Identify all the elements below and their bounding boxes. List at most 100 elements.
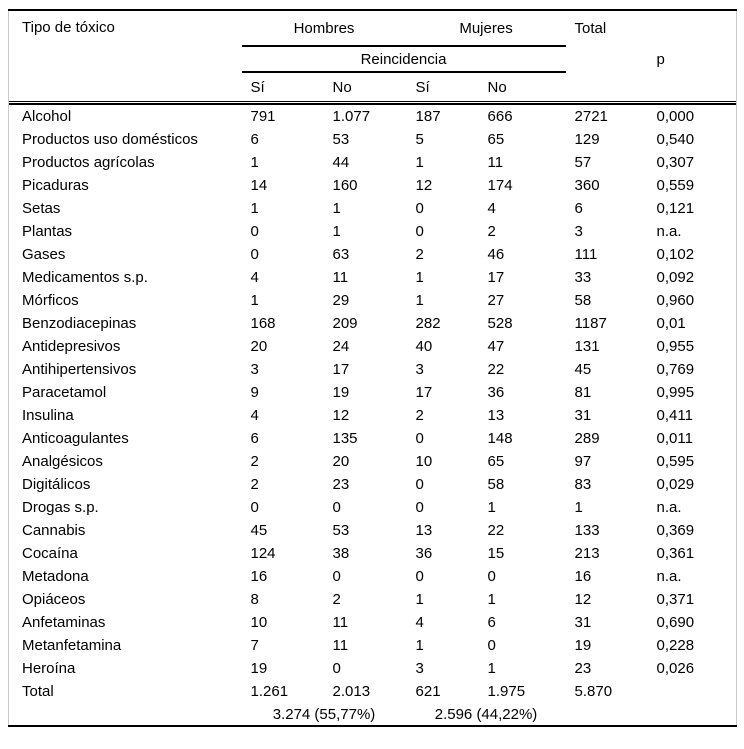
mujeres-si-value: 40 xyxy=(415,338,433,355)
p-value: 0,595 xyxy=(656,453,695,470)
toxic-type-label: Alcohol xyxy=(22,108,72,125)
toxic-type-label: Metanfetamina xyxy=(22,637,122,654)
header-spacer xyxy=(648,72,737,101)
total-value: 1187 xyxy=(574,315,607,332)
table-row: Heroína 19 0 3 1 23 0,026 xyxy=(9,657,737,680)
hombres-si-value: 4 xyxy=(250,407,259,424)
col-header-si-hombres: Sí xyxy=(250,78,265,96)
hombres-no-value: 44 xyxy=(332,154,350,171)
hombres-si-value: 8 xyxy=(250,591,259,608)
p-value: 0,369 xyxy=(656,522,695,539)
mujeres-si-value: 621 xyxy=(415,683,441,700)
mujeres-si-value: 282 xyxy=(415,315,441,332)
header-spacer xyxy=(566,46,648,72)
total-value: 81 xyxy=(574,384,592,401)
hombres-si-value: 4 xyxy=(250,269,259,286)
mujeres-si-value: 0 xyxy=(415,476,424,493)
p-value: 0,361 xyxy=(656,545,695,562)
table-row: Analgésicos 2 20 10 65 97 0,595 xyxy=(9,450,737,473)
total-value: 129 xyxy=(574,131,600,148)
hombres-si-value: 2 xyxy=(250,476,259,493)
p-value: 0,092 xyxy=(656,269,695,286)
header-row-reincidencia: Reincidencia p xyxy=(9,46,737,73)
hombres-no-value: 1.077 xyxy=(332,108,371,125)
hombres-si-value: 1 xyxy=(250,200,259,217)
total-value: 58 xyxy=(574,292,592,309)
p-value: 0,540 xyxy=(656,131,695,148)
table-row: Plantas 0 1 0 2 3 n.a. xyxy=(9,220,737,243)
table-row: Metanfetamina 7 11 1 0 19 0,228 xyxy=(9,634,737,657)
hombres-si-value: 20 xyxy=(250,338,268,355)
p-value: 0,769 xyxy=(656,361,695,378)
toxic-type-label: Antidepresivos xyxy=(22,338,121,355)
toxic-type-label: Analgésicos xyxy=(22,453,103,470)
hombres-si-value: 6 xyxy=(250,430,259,447)
p-value: 0,121 xyxy=(656,200,695,217)
p-value: 0,029 xyxy=(656,476,695,493)
mujeres-si-value: 5 xyxy=(415,131,424,148)
hombres-si-value: 9 xyxy=(250,384,259,401)
total-value: 12 xyxy=(574,591,592,608)
hombres-si-value: 168 xyxy=(250,315,276,332)
hombres-no-value: 29 xyxy=(332,292,350,309)
mujeres-no-value: 22 xyxy=(487,361,505,378)
hombres-no-value: 23 xyxy=(332,476,350,493)
total-value: 31 xyxy=(574,614,592,631)
total-value: 360 xyxy=(574,177,600,194)
mujeres-no-value: 148 xyxy=(487,430,513,447)
mujeres-si-value: 0 xyxy=(415,568,424,585)
hombres-si-value: 3 xyxy=(250,361,259,378)
footer-spacer xyxy=(9,703,242,726)
hombres-no-value: 12 xyxy=(332,407,350,424)
total-value: 1 xyxy=(574,499,583,516)
p-value: n.a. xyxy=(656,223,682,240)
hombres-no-value: 1 xyxy=(332,200,341,217)
col-header-p: p xyxy=(656,50,665,68)
mujeres-no-value: 1 xyxy=(487,499,496,516)
hombres-no-value: 19 xyxy=(332,384,350,401)
table-row: Medicamentos s.p. 4 11 1 17 33 0,092 xyxy=(9,266,737,289)
p-value: 0,000 xyxy=(656,108,695,125)
toxic-type-label: Paracetamol xyxy=(22,384,107,401)
hombres-si-value: 1 xyxy=(250,154,259,171)
mujeres-si-value: 0 xyxy=(415,200,424,217)
p-value: 0,955 xyxy=(656,338,695,355)
hombres-no-value: 11 xyxy=(332,269,349,286)
hombres-no-value: 11 xyxy=(332,637,349,654)
table-row: Setas 1 1 0 4 6 0,121 xyxy=(9,197,737,220)
col-header-total: Total xyxy=(574,20,607,37)
mujeres-si-value: 0 xyxy=(415,430,424,447)
toxic-type-label: Insulina xyxy=(22,407,74,424)
hombres-no-value: 135 xyxy=(332,430,358,447)
mujeres-si-value: 12 xyxy=(415,177,433,194)
mujeres-no-value: 15 xyxy=(487,545,505,562)
hombres-si-value: 0 xyxy=(250,223,259,240)
hombres-si-value: 10 xyxy=(250,614,268,631)
mujeres-si-value: 1 xyxy=(415,292,424,309)
total-value: 289 xyxy=(574,430,600,447)
table-row: Anticoagulantes 6 135 0 148 289 0,011 xyxy=(9,427,737,450)
mujeres-si-value: 2 xyxy=(415,246,424,263)
total-value: 45 xyxy=(574,361,592,378)
col-header-no-mujeres: No xyxy=(487,78,507,96)
hombres-no-value: 209 xyxy=(332,315,358,332)
toxic-type-label: Productos agrícolas xyxy=(22,154,155,171)
table-footer: 3.274 (55,77%) 2.596 (44,22%) xyxy=(9,703,737,726)
hombres-si-value: 7 xyxy=(250,637,259,654)
table-row: Paracetamol 9 19 17 36 81 0,995 xyxy=(9,381,737,404)
mujeres-si-value: 0 xyxy=(415,223,424,240)
mujeres-si-value: 2 xyxy=(415,407,424,424)
table-header: Tipo de tóxico Hombres Mujeres Total Rei… xyxy=(9,10,737,105)
mujeres-si-value: 17 xyxy=(415,384,433,401)
total-value: 6 xyxy=(574,200,583,217)
mujeres-no-value: 1.975 xyxy=(487,683,526,700)
p-value: 0,307 xyxy=(656,154,695,171)
mujeres-si-value: 3 xyxy=(415,361,424,378)
col-header-mujeres: Mujeres xyxy=(406,10,566,47)
table-row: Antidepresivos 20 24 40 47 131 0,955 xyxy=(9,335,737,358)
p-value: 0,102 xyxy=(656,246,695,263)
p-value: 0,559 xyxy=(656,177,695,194)
p-value: 0,690 xyxy=(656,614,695,631)
total-value: 31 xyxy=(574,407,592,424)
mujeres-no-value: 13 xyxy=(487,407,505,424)
